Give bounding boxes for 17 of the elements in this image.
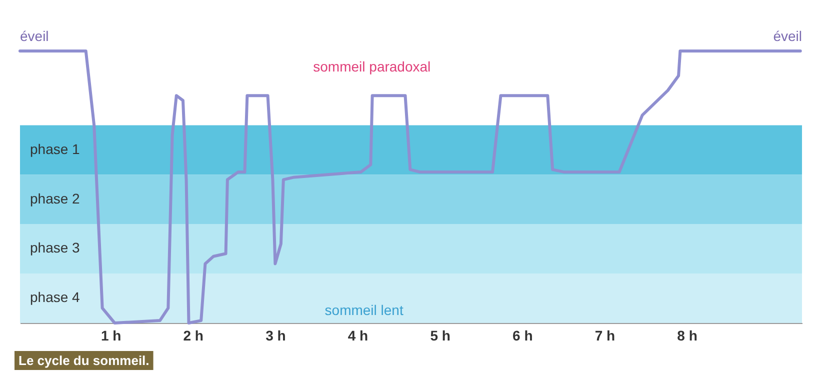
annotation: sommeil lent	[324, 302, 404, 318]
x-tick-label: 4 h	[348, 328, 368, 344]
x-tick-label: 3 h	[266, 328, 286, 344]
x-tick-label: 8 h	[677, 328, 698, 344]
band-label: phase 1	[30, 141, 80, 158]
x-tick-label: 5 h	[430, 328, 450, 344]
text: éveil	[773, 28, 802, 44]
band-label: phase 4	[30, 289, 80, 306]
band-label: phase 3	[30, 240, 80, 256]
text: Le cycle du sommeil.	[18, 353, 150, 368]
text: éveil	[20, 28, 49, 44]
x-tick-label: 2 h	[183, 328, 204, 344]
x-tick-label: 1 h	[100, 328, 122, 344]
band-label: phase 2	[30, 190, 80, 206]
x-tick-label: 7 h	[594, 328, 616, 344]
x-tick-label: 6 h	[512, 328, 533, 344]
annotation: sommeil paradoxal	[313, 58, 431, 74]
